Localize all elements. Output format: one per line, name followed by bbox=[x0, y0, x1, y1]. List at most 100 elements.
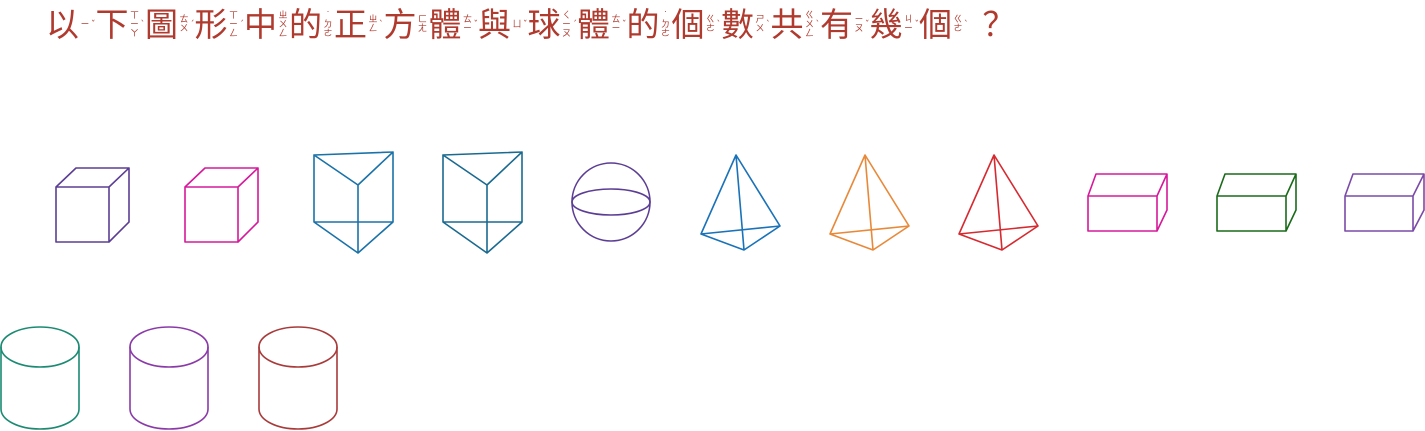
shape-pyramid-3 bbox=[958, 154, 1039, 251]
shape-rectangular-prism-2 bbox=[1216, 173, 1297, 232]
zhuyin-symbols: ㄒㄧㄚ bbox=[129, 10, 139, 39]
shape-triangular-prism-1 bbox=[313, 151, 394, 254]
question-text: 以ㄧ ˇ 下ㄒㄧㄚ ˋ 圖ㄊㄨ ˊ 形ㄒㄧㄥ ˊ 中ㄓㄨㄥ的 ˙ ㄉㄜ正ㄓㄥ ˋ 方ㄈㄤ體ㄊㄧ ˇ 與ㄩ ˇ 球… bbox=[46, 2, 1016, 48]
zhuyin-tone: ˋ bbox=[379, 19, 384, 30]
zhuyin-symbols: ㄒㄧㄥ bbox=[228, 10, 238, 39]
question-hanzi: 個 bbox=[919, 5, 952, 44]
zhuyin-symbols: ㄓㄥ bbox=[368, 15, 378, 34]
zhuyin-tone: ˋ bbox=[815, 19, 821, 30]
shape-cube-1 bbox=[55, 167, 130, 243]
zhuyin-symbols: ˙ ㄉㄜ bbox=[323, 10, 333, 39]
question-hanzi: 中 bbox=[244, 5, 277, 44]
shape-pyramid-2 bbox=[829, 154, 910, 251]
zhuyin-tone: ˇ bbox=[473, 19, 479, 30]
shape-sphere bbox=[571, 162, 651, 242]
shape-rectangular-prism-1 bbox=[1087, 173, 1168, 232]
shape-rectangular-prism-3 bbox=[1344, 173, 1425, 232]
zhuyin-symbols: ㄕㄨ bbox=[755, 15, 765, 34]
zhuyin-tone: ˇ bbox=[865, 19, 870, 30]
question-hanzi: 個 bbox=[671, 5, 705, 44]
question-char: 中ㄓㄨㄥ bbox=[244, 5, 289, 45]
question-hanzi: 有 bbox=[820, 5, 853, 44]
shape-pyramid-1 bbox=[700, 154, 781, 251]
zhuyin-tone: ˊ bbox=[190, 19, 195, 30]
zhuyin-tone: ˇ bbox=[91, 19, 96, 30]
zhuyin-symbols: ㄊㄧ bbox=[611, 15, 621, 34]
question-hanzi: 下 bbox=[95, 5, 129, 44]
question-hanzi: 以 bbox=[46, 5, 79, 44]
zhuyin-tone: ˇ bbox=[523, 19, 528, 30]
question-mark: ？ bbox=[982, 5, 1016, 44]
question-hanzi: 體 bbox=[577, 5, 610, 44]
zhuyin-tone: ˋ bbox=[716, 19, 722, 30]
zhuyin-tone: ˊ bbox=[572, 19, 578, 30]
shape-cylinder-3 bbox=[258, 326, 338, 430]
zhuyin-tone: ˇ bbox=[914, 19, 920, 30]
question-hanzi: 共 bbox=[770, 5, 804, 44]
zhuyin-symbols: ㄈㄤ bbox=[417, 15, 427, 34]
zhuyin-symbols: ㄩ bbox=[512, 19, 522, 30]
question-zhuyin: ˙ ㄉㄜ bbox=[323, 10, 334, 39]
zhuyin-symbols: ㄐㄧ bbox=[903, 15, 913, 34]
question-hanzi: 方 bbox=[383, 5, 417, 44]
zhuyin-symbols: ㄓㄨㄥ bbox=[278, 10, 288, 39]
question-hanzi: 圖 bbox=[145, 5, 178, 44]
question-zhuyin: ㄓㄨㄥ bbox=[278, 10, 289, 39]
zhuyin-tone: ˋ bbox=[766, 19, 771, 30]
zhuyin-symbols: ㄊㄧ bbox=[462, 15, 472, 34]
question-hanzi: 與 bbox=[478, 5, 511, 44]
zhuyin-tone: ˋ bbox=[140, 19, 146, 30]
question-zhuyin: ㄈㄤ bbox=[418, 16, 429, 34]
question-hanzi: 幾 bbox=[869, 5, 903, 44]
zhuyin-symbols: ㄧ bbox=[80, 19, 90, 30]
shape-triangular-prism-2 bbox=[442, 151, 523, 254]
zhuyin-symbols: ㄍㄜ bbox=[953, 15, 963, 34]
question-hanzi: 的 bbox=[289, 5, 322, 44]
zhuyin-tone: ˋ bbox=[964, 19, 969, 30]
question-hanzi: 體 bbox=[428, 5, 462, 44]
question-hanzi: 數 bbox=[721, 5, 754, 44]
zhuyin-symbols: ㄧㄡ bbox=[854, 15, 864, 34]
shape-cylinder-1 bbox=[0, 326, 80, 430]
question-hanzi: 正 bbox=[334, 5, 367, 44]
shape-cube-2 bbox=[184, 167, 259, 243]
question-char: 的 ˙ ㄉㄜ bbox=[627, 5, 672, 45]
zhuyin-symbols: ㄍㄨㄥ bbox=[804, 10, 814, 39]
question-hanzi: 形 bbox=[194, 5, 228, 44]
zhuyin-symbols: ㄑㄧㄡ bbox=[561, 10, 571, 39]
zhuyin-tone: ˇ bbox=[622, 19, 627, 30]
zhuyin-symbols: ㄍㄜ bbox=[705, 15, 715, 34]
question-hanzi: 球 bbox=[527, 5, 561, 44]
shape-cylinder-2 bbox=[129, 326, 209, 430]
